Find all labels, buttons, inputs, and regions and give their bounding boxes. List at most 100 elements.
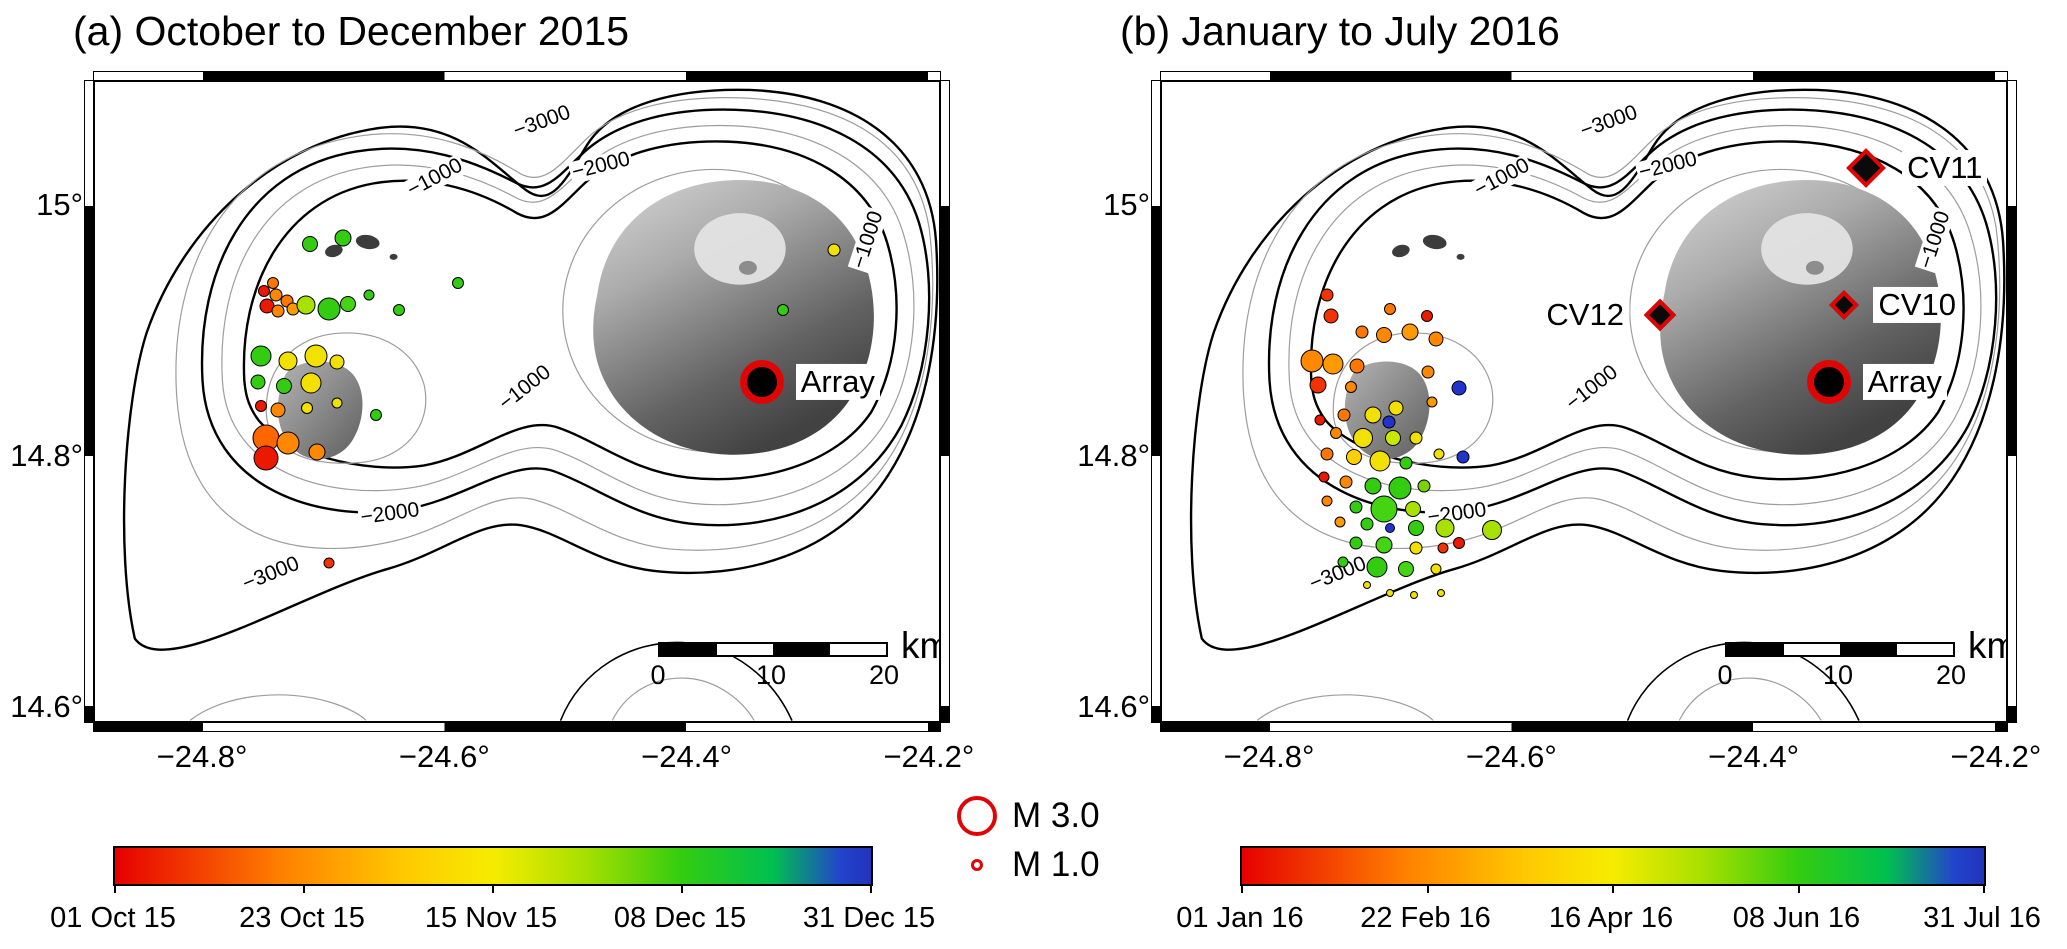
- earthquake-marker: [1349, 358, 1365, 374]
- lon-axis-label: −24.8°: [1223, 739, 1315, 774]
- earthquake-marker: [317, 297, 341, 321]
- frame-right-a: [940, 80, 950, 723]
- legend-row-m1: M 1.0: [950, 845, 1100, 885]
- earthquake-marker: [1345, 381, 1358, 394]
- scale-bar-segment: [773, 644, 830, 655]
- earthquake-marker: [278, 351, 298, 371]
- earthquake-marker: [270, 402, 286, 418]
- earthquake-marker: [301, 402, 314, 415]
- m1-circle-cell: [950, 859, 1004, 871]
- earthquake-marker: [1417, 479, 1431, 493]
- colorbar-tick: [681, 885, 683, 893]
- colorbar-tick-label: 22 Feb 16: [1360, 902, 1491, 934]
- earthquake-marker: [1375, 326, 1392, 343]
- earthquake-marker: [1318, 471, 1330, 483]
- earthquake-marker: [1384, 522, 1395, 533]
- earthquake-marker: [1421, 365, 1435, 379]
- earthquake-marker: [1452, 536, 1465, 549]
- earthquake-marker: [777, 303, 790, 316]
- scale-bar-segment: [829, 644, 886, 655]
- earthquake-marker: [1409, 591, 1418, 600]
- earthquake-marker: [1369, 450, 1391, 472]
- earthquake-marker: [1482, 520, 1503, 541]
- colorbar-tick: [1983, 885, 1985, 893]
- scale-bar-segment: [660, 644, 717, 655]
- array-marker: [1806, 360, 1851, 405]
- earthquake-marker: [1408, 519, 1425, 536]
- earthquake-layer-a: [95, 82, 939, 721]
- earthquake-marker: [250, 345, 272, 367]
- earthquake-marker: [1364, 477, 1382, 495]
- earthquake-marker: [255, 399, 268, 412]
- earthquake-marker: [1399, 456, 1413, 470]
- earthquake-marker: [1339, 475, 1353, 489]
- array-label: Array: [795, 364, 880, 401]
- lon-axis-label: −24.6°: [398, 739, 490, 774]
- lat-axis-label: 14.8°: [10, 438, 83, 474]
- colorbar-tick-label: 31 Dec 15: [802, 902, 936, 934]
- scale-bar-tick-label: 10: [755, 660, 787, 690]
- earthquake-marker: [301, 235, 318, 252]
- frame-left-b: [1151, 80, 1161, 723]
- station-cv10-label: CV10: [1873, 286, 1961, 323]
- earthquake-marker: [1383, 302, 1396, 315]
- earthquake-marker: [253, 445, 279, 471]
- lon-axis-label: −24.2°: [1950, 739, 2042, 774]
- earthquake-layer-b: [1162, 82, 2006, 721]
- earthquake-marker: [1345, 448, 1362, 465]
- map-panel-b: −1000 −3000 −2000 −1000 −1000 −2000 −3000 CV11…: [1151, 71, 2017, 732]
- earthquake-marker: [451, 276, 464, 289]
- earthquake-marker: [304, 344, 328, 368]
- earthquake-marker: [1385, 430, 1402, 447]
- earthquake-marker: [1329, 427, 1342, 440]
- colorbar-tick: [303, 885, 305, 893]
- earthquake-marker: [1337, 408, 1351, 422]
- scale-bar-segment: [1896, 644, 1953, 655]
- earthquake-marker: [276, 377, 293, 394]
- colorbar-gradient-2015: [113, 846, 873, 893]
- lon-axis-label: −24.4°: [1708, 739, 1800, 774]
- earthquake-marker: [369, 408, 382, 421]
- panel-a-title: (a) October to December 2015: [73, 8, 630, 54]
- earthquake-marker: [1388, 400, 1404, 416]
- m3-label: M 3.0: [1012, 796, 1100, 835]
- colorbar-tick: [1241, 885, 1243, 893]
- earthquake-marker: [257, 285, 270, 298]
- marker-layer-a: Array: [95, 82, 939, 721]
- colorbar-gradient-2016: [1240, 846, 1986, 893]
- colorbar-labels-2015: 01 Oct 15 23 Oct 15 15 Nov 15 08 Dec 15 31 D…: [50, 902, 935, 942]
- magnitude-3-circle-icon: [957, 796, 997, 836]
- earthquake-marker: [1456, 450, 1470, 464]
- colorbar-2016: 01 Jan 16 22 Feb 16 16 Apr 16 08 Jun 16 31 J…: [1176, 846, 2041, 946]
- frame-bottom-b: [1160, 722, 2008, 732]
- earthquake-marker: [329, 354, 345, 370]
- earthquake-marker: [323, 557, 335, 569]
- frame-top-b: [1160, 71, 2008, 81]
- earthquake-marker: [1366, 556, 1388, 578]
- earthquake-marker: [1451, 380, 1467, 396]
- earthquake-marker: [1309, 376, 1327, 394]
- earthquake-marker: [1360, 517, 1374, 531]
- lon-axis-label: −24.2°: [883, 739, 975, 774]
- earthquake-marker: [250, 374, 266, 390]
- earthquake-marker: [300, 372, 322, 394]
- earthquake-marker: [1323, 308, 1339, 324]
- scale-bar-segment: [1727, 644, 1784, 655]
- colorbar-tick-label: 01 Jan 16: [1176, 902, 1304, 934]
- earthquake-marker: [296, 295, 316, 315]
- scale-bar: [658, 642, 888, 657]
- earthquake-marker: [1320, 447, 1334, 461]
- earthquake-marker: [1349, 536, 1363, 550]
- earthquake-marker: [1382, 415, 1396, 429]
- earthquake-marker: [1334, 516, 1346, 528]
- earthquake-marker: [1370, 495, 1398, 523]
- scale-bar-tick-label: 20: [1935, 660, 1967, 690]
- earthquake-marker: [1385, 588, 1394, 597]
- frame-left-a: [84, 80, 94, 723]
- lon-axis-label: −24.6°: [1465, 739, 1557, 774]
- colorbar-labels-2016: 01 Jan 16 22 Feb 16 16 Apr 16 08 Jun 16 31 J…: [1176, 902, 2041, 942]
- earthquake-marker: [1300, 349, 1323, 373]
- lat-axis-label: 14.6°: [1077, 688, 1150, 724]
- earthquake-marker: [1320, 288, 1334, 302]
- earthquake-marker: [1314, 414, 1326, 426]
